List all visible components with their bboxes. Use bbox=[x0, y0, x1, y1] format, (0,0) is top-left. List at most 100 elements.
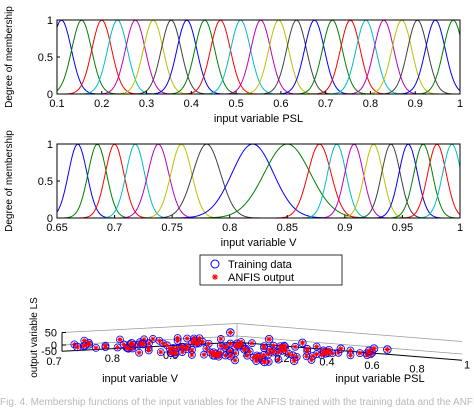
floor-back-edge bbox=[236, 335, 463, 355]
mf-curve-1-18 bbox=[57, 19, 460, 95]
legend-training-marker bbox=[210, 259, 220, 269]
ridge-anfis-point-123 bbox=[319, 352, 325, 358]
ridge-anfis-point-55 bbox=[239, 343, 245, 349]
ridge-anfis-point-114 bbox=[256, 353, 262, 359]
ridge-anfis-point-35 bbox=[227, 341, 233, 347]
ridge-anfis-point-0 bbox=[117, 336, 123, 342]
ridge-anfis-point-121 bbox=[310, 353, 316, 359]
mf-curve-1-19 bbox=[57, 19, 460, 95]
training-data-point-8 bbox=[240, 345, 249, 354]
legend-anfis-label: ANFIS output bbox=[228, 272, 294, 284]
ridge-anfis-point-117 bbox=[347, 348, 353, 354]
training-data-point-6 bbox=[289, 356, 299, 366]
z-tick-label-1: 0 bbox=[51, 340, 57, 352]
x-tick-label-1-5: 0.6 bbox=[273, 98, 288, 110]
mf-curve-1-2 bbox=[56, 19, 460, 95]
ridge-anfis-point-39 bbox=[200, 339, 206, 345]
psl-tick-label-1: 0.4 bbox=[319, 356, 334, 368]
ridge-anfis-point-120 bbox=[244, 353, 250, 359]
ridge-anfis-point-1 bbox=[175, 335, 181, 341]
x-tick-label-1-3: 0.4 bbox=[184, 98, 199, 110]
x-tick-label-1-1: 0.2 bbox=[94, 98, 109, 110]
ridge-anfis-point-73 bbox=[261, 345, 267, 351]
x-axis-label-1: input variable PSL bbox=[214, 113, 303, 125]
ridge-anfis-point-99 bbox=[270, 348, 276, 354]
mf-curve-1-3 bbox=[57, 19, 460, 95]
ridge-anfis-point-82 bbox=[227, 349, 233, 355]
x-tick-label-1-8: 0.9 bbox=[408, 98, 423, 110]
ridge-anfis-point-56 bbox=[170, 345, 176, 351]
ridge-anfis-point-113 bbox=[325, 350, 331, 356]
v-tick-label-1: 0.8 bbox=[105, 353, 120, 365]
anfis-output-point-0 bbox=[227, 329, 234, 336]
anfis-output-point-13 bbox=[74, 344, 81, 350]
ridge-anfis-point-72 bbox=[189, 347, 195, 353]
training-data-point-9 bbox=[138, 339, 147, 349]
ridge-anfis-point-64 bbox=[270, 343, 276, 349]
x-tick-label-1-7: 0.8 bbox=[363, 98, 378, 110]
ridge-anfis-point-71 bbox=[168, 350, 174, 356]
ridge-anfis-point-36 bbox=[189, 340, 195, 346]
ridge-anfis-point-104 bbox=[265, 351, 271, 357]
mf-curve-1-14 bbox=[57, 19, 460, 95]
ridge-anfis-point-42 bbox=[125, 346, 131, 352]
y-tick-label-2-1: 0.5 bbox=[38, 176, 53, 188]
legend-training-label: Training data bbox=[228, 259, 293, 271]
y-tick-label-1-2: 1 bbox=[47, 15, 53, 27]
y-axis-label-2: Degree of membership bbox=[4, 130, 15, 232]
ridge-anfis-point-31 bbox=[193, 341, 199, 347]
ridge-anfis-point-54 bbox=[249, 340, 255, 346]
ridge-anfis-point-19 bbox=[121, 341, 127, 347]
ridge-training-point-3 bbox=[80, 336, 89, 345]
ridge-anfis-point-105 bbox=[216, 354, 222, 360]
anfis-output-point-12 bbox=[384, 346, 391, 353]
mf-curve-1-9 bbox=[57, 19, 460, 95]
anfis-output-point-2 bbox=[299, 340, 306, 346]
ridge-anfis-point-128 bbox=[314, 351, 320, 357]
x-tick-label-2-5: 0.9 bbox=[337, 222, 352, 234]
ridge-anfis-point-134 bbox=[259, 357, 265, 363]
training-data-point-0 bbox=[226, 328, 235, 337]
ridge-anfis-point-66 bbox=[167, 346, 173, 352]
ridge-anfis-point-93 bbox=[314, 344, 320, 350]
mf-curve-1-20 bbox=[57, 19, 460, 95]
training-data-point-1 bbox=[264, 334, 274, 344]
mf-curve-1-10 bbox=[57, 19, 460, 95]
ridge-anfis-point-90 bbox=[211, 349, 217, 355]
ridge-anfis-point-80 bbox=[217, 349, 223, 355]
ridge-training-point-23 bbox=[92, 343, 100, 352]
ridge-anfis-point-46 bbox=[179, 344, 185, 350]
ridge-anfis-point-28 bbox=[102, 344, 108, 350]
anfis-output-point-11 bbox=[227, 353, 234, 359]
ridge-anfis-point-111 bbox=[270, 350, 276, 356]
x-tick-label-2-6: 0.95 bbox=[392, 222, 413, 234]
ridge-anfis-point-85 bbox=[213, 351, 219, 357]
psl-axis-label: input variable PSL bbox=[335, 373, 424, 385]
anfis-output-point-3 bbox=[337, 346, 344, 352]
ridge-anfis-point-30 bbox=[218, 336, 224, 342]
ridge-anfis-point-100 bbox=[212, 353, 218, 359]
training-data-point-10 bbox=[127, 339, 136, 348]
ridge-anfis-point-7 bbox=[146, 340, 152, 346]
ridge-anfis-point-78 bbox=[278, 345, 284, 351]
ridge-anfis-point-15 bbox=[175, 338, 181, 344]
ridge-anfis-point-116 bbox=[290, 352, 296, 358]
z-tick-label-0: 50 bbox=[45, 327, 57, 339]
anfis-output-point-4 bbox=[371, 345, 377, 352]
ridge-anfis-point-79 bbox=[283, 348, 289, 354]
ridge-anfis-point-115 bbox=[232, 357, 238, 363]
anfis-output-point-1 bbox=[266, 336, 272, 342]
ridge-anfis-point-10 bbox=[156, 338, 162, 344]
ridge-training-point-37 bbox=[122, 343, 131, 352]
ridge-anfis-point-57 bbox=[146, 345, 152, 351]
ridge-training-point-110 bbox=[221, 351, 230, 360]
y-tick-label-2-2: 1 bbox=[47, 139, 53, 151]
ridge-anfis-point-138 bbox=[304, 353, 310, 359]
ridge-anfis-point-136 bbox=[364, 352, 370, 358]
training-data-point-2 bbox=[298, 338, 307, 348]
y-tick-label-2-0: 0 bbox=[47, 213, 53, 225]
ridge-anfis-point-22 bbox=[131, 342, 137, 348]
ridge-training-point-10 bbox=[155, 336, 164, 345]
training-data-point-5 bbox=[364, 346, 374, 356]
